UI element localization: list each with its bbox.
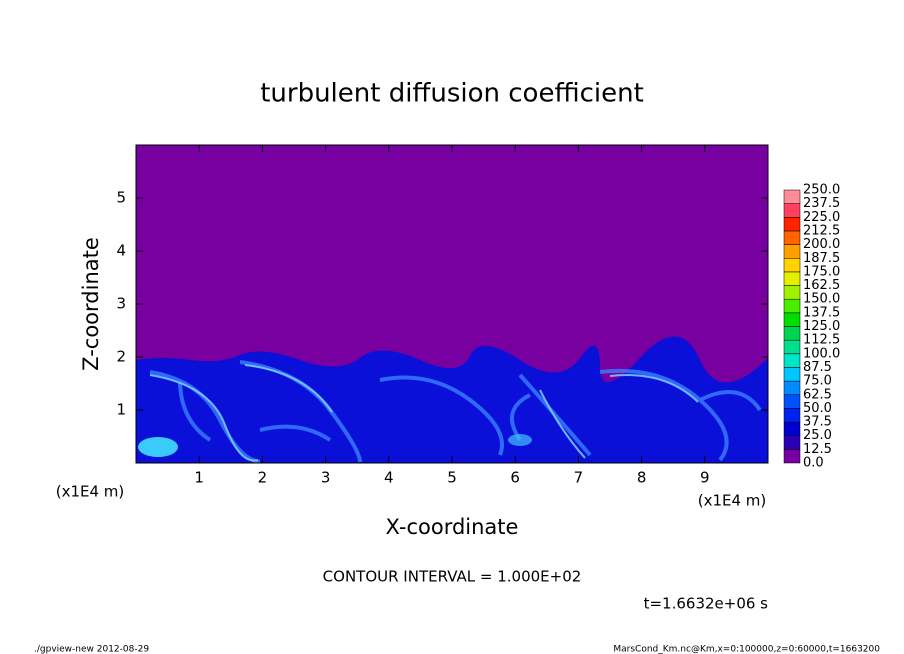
field-lower <box>136 336 768 463</box>
colorbar-segment <box>783 189 801 204</box>
colorbar-segment <box>783 203 801 218</box>
colorbar-label: 250.0 <box>803 183 840 198</box>
x-unit-right: (x1E4 m) <box>698 492 767 510</box>
field-spot <box>508 434 532 446</box>
colorbar-label: 200.0 <box>803 237 840 252</box>
colorbar-label: 125.0 <box>803 319 840 334</box>
field-swirls <box>149 360 762 463</box>
x-tick-label: 8 <box>637 469 647 487</box>
footer-right: MarsCond_Km.nc@Km,x=0:100000,z=0:60000,t… <box>613 645 880 654</box>
colorbar-segment <box>783 230 801 245</box>
x-tick-label: 6 <box>510 469 520 487</box>
colorbar-segment <box>783 408 801 423</box>
colorbar-label: 237.5 <box>803 196 840 211</box>
field-spot <box>138 437 178 457</box>
colorbar-segment <box>783 367 801 382</box>
footer-left: ./gpview-new 2012-08-29 <box>34 645 149 654</box>
colorbar-segment <box>783 312 801 327</box>
x-tick-label: 3 <box>321 469 331 487</box>
colorbar-segment <box>783 394 801 409</box>
y-tick-label: 2 <box>116 348 126 366</box>
colorbar-segment <box>783 285 801 300</box>
colorbar-segment <box>783 244 801 259</box>
colorbar-label: 225.0 <box>803 210 840 225</box>
contour-interval: CONTOUR INTERVAL = 1.000E+02 <box>323 568 582 586</box>
colorbar-label: 212.5 <box>803 223 840 238</box>
colorbar-label: 0.0 <box>803 456 824 471</box>
x-tick-label: 2 <box>258 469 268 487</box>
y-tick-label: 3 <box>116 295 126 313</box>
colorbar-label: 137.5 <box>803 305 840 320</box>
x-tick-label: 5 <box>447 469 457 487</box>
x-tick-label: 4 <box>384 469 394 487</box>
colorbar-label: 12.5 <box>803 442 832 457</box>
colorbar-label: 187.5 <box>803 251 840 266</box>
colorbar-label: 62.5 <box>803 387 832 402</box>
field-highlights <box>149 364 699 462</box>
colorbar-segment <box>783 271 801 286</box>
colorbar-label: 112.5 <box>803 333 840 348</box>
colorbar-segment <box>783 217 801 232</box>
field <box>136 145 768 463</box>
colorbar-segment <box>783 258 801 273</box>
y-tick-label: 1 <box>116 401 126 419</box>
colorbar-segment <box>783 435 801 450</box>
colorbar-label: 87.5 <box>803 360 832 375</box>
x-unit-left: (x1E4 m) <box>56 483 125 501</box>
colorbar-segment <box>783 421 801 436</box>
colorbar-label: 75.0 <box>803 374 832 389</box>
colorbar-label: 25.0 <box>803 428 832 443</box>
colorbar-segment <box>783 449 801 464</box>
x-axis-label: X-coordinate <box>386 515 519 539</box>
colorbar-label: 50.0 <box>803 401 832 416</box>
colorbar-segment <box>783 380 801 396</box>
x-tick-label: 7 <box>574 469 584 487</box>
colorbar-segment <box>783 298 801 314</box>
colorbar-label: 175.0 <box>803 264 840 279</box>
colorbar-label: 37.5 <box>803 415 832 430</box>
time-label: t=1.6632e+06 s <box>644 595 769 613</box>
colorbar-segment <box>783 353 801 368</box>
x-tick-label: 1 <box>194 469 204 487</box>
y-tick-label: 4 <box>116 242 126 260</box>
y-axis-label: Z-coordinate <box>79 237 103 371</box>
y-tick-label: 5 <box>116 189 126 207</box>
colorbar-segment <box>783 326 801 341</box>
colorbar-segment <box>783 339 801 355</box>
colorbar-label: 100.0 <box>803 346 840 361</box>
colorbar-label: 150.0 <box>803 292 840 307</box>
colorbar-label: 162.5 <box>803 278 840 293</box>
chart-title: turbulent diffusion coefficient <box>260 79 644 109</box>
x-tick-label: 9 <box>700 469 710 487</box>
